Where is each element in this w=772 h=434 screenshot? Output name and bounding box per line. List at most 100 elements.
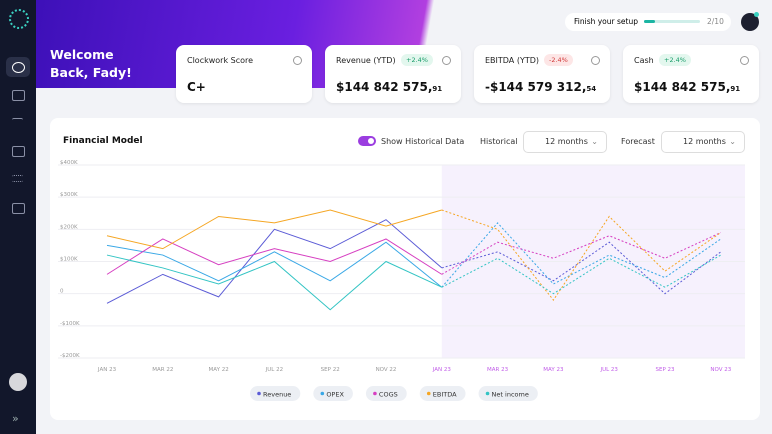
avatar[interactable]: [9, 373, 27, 391]
x-tick-label: SEP 23: [655, 367, 675, 373]
sidebar: »: [0, 0, 36, 434]
historical-value: 12 months: [545, 137, 588, 146]
toggle-label: Show Historical Data: [381, 137, 465, 146]
x-tick-label: MAR 23: [487, 367, 509, 373]
legend-dot: [373, 391, 377, 396]
forecast-line: [441, 232, 722, 275]
y-tick-label: -$100K: [60, 321, 80, 327]
legend-pill: [365, 386, 407, 401]
historical-label: Historical: [480, 137, 518, 146]
card-cents: 91: [432, 85, 443, 93]
card-title: EBITDA (YTD): [485, 56, 539, 65]
x-tick-label: MAY 22: [209, 367, 229, 373]
chart-title: Financial Model: [63, 136, 143, 146]
legend-label: Net income: [492, 391, 529, 399]
legend-label: COGS: [379, 391, 398, 399]
card-badge: -2.4%: [544, 54, 573, 66]
series-line: [106, 241, 443, 288]
nav-dashboard[interactable]: [12, 62, 25, 73]
info-icon: [591, 56, 600, 65]
collapse[interactable]: »: [12, 412, 19, 425]
legend-pill: [478, 386, 538, 401]
legend-label: OPEX: [326, 391, 344, 399]
x-tick-label: NOV 22: [376, 367, 397, 373]
historical-select[interactable]: 12 months ⌄: [523, 131, 607, 153]
card-value: $144 842 575,91: [336, 80, 443, 94]
legend-item[interactable]: Net income: [478, 386, 538, 401]
x-tick-label: JUL 23: [599, 367, 618, 373]
nav-files[interactable]: [12, 146, 25, 157]
toggle-knob: [368, 138, 374, 144]
welcome: Welcome Back, Fady!: [50, 47, 132, 80]
notifications[interactable]: [741, 12, 759, 31]
x-tick-label: JAN 23: [97, 367, 117, 373]
progress-fill: [644, 20, 656, 23]
kpi-card: EBITDA (YTD) -2.4% -$144 579 312,54: [474, 45, 610, 103]
y-tick-label: -$200K: [60, 353, 80, 359]
info-icon: [740, 56, 749, 65]
x-tick-label: SEP 22: [321, 367, 340, 373]
y-tick-label: $400K: [60, 160, 78, 166]
series-line: [106, 254, 443, 311]
forecast-select[interactable]: 12 months ⌄: [661, 131, 745, 153]
y-tick-label: 0: [60, 289, 64, 295]
forecast-line: [441, 254, 722, 295]
y-tick-label: $200K: [60, 224, 78, 230]
info-icon: [293, 56, 302, 65]
legend-dot: [320, 391, 325, 396]
nav-list[interactable]: [12, 175, 23, 182]
chevron: ⌄: [591, 137, 598, 146]
card-cents: 54: [586, 85, 597, 93]
progress-track: [644, 20, 700, 23]
x-tick-label: MAY 23: [543, 367, 564, 373]
y-tick-label: $100K: [60, 257, 78, 263]
card-badge: +2.4%: [401, 54, 433, 66]
legend-item[interactable]: OPEX: [313, 386, 353, 401]
info-icon: [442, 56, 451, 65]
legend-dot: [257, 391, 261, 396]
legend-label: EBITDA: [433, 391, 457, 399]
x-tick-label: JAN 23: [432, 367, 452, 373]
toggle[interactable]: [358, 136, 376, 146]
setup-label: Finish your setup: [574, 17, 638, 26]
x-tick-label: JUL 22: [265, 367, 283, 373]
kpi-card: Cash +2.4% $144 842 575,91: [623, 45, 759, 103]
y-tick-label: $300K: [60, 192, 78, 198]
forecast-line: [441, 209, 722, 301]
legend-item[interactable]: COGS: [365, 386, 407, 401]
legend-pill: [419, 386, 466, 401]
x-tick-label: MAR 22: [152, 367, 173, 373]
card-value: -$144 579 312,54: [485, 80, 597, 94]
nav-activity[interactable]: [12, 118, 23, 128]
series-line: [106, 238, 443, 275]
forecast-line: [441, 241, 722, 295]
card-cents: 91: [730, 85, 741, 93]
kpi-card: Clockwork Score C+: [176, 45, 312, 103]
nav-docs[interactable]: [12, 90, 25, 101]
legend-item[interactable]: Revenue: [250, 386, 301, 401]
logo: [9, 9, 29, 29]
legend-item[interactable]: EBITDA: [419, 386, 466, 401]
card-value: C+: [187, 80, 206, 94]
setup-pill[interactable]: Finish your setup 2/10: [565, 13, 731, 31]
legend-pill: [250, 386, 301, 401]
nav-edit[interactable]: [12, 203, 25, 214]
card-value: $144 842 575,91: [634, 80, 741, 94]
setup-progress: 2/10: [707, 17, 724, 26]
x-tick-label: NOV 23: [710, 367, 731, 373]
series-line: [106, 219, 443, 304]
forecast-label: Forecast: [621, 137, 655, 146]
series-line: [106, 209, 442, 250]
legend-dot: [485, 391, 490, 396]
legend-label: Revenue: [263, 391, 291, 399]
forecast-value: 12 months: [683, 137, 726, 146]
card-title: Clockwork Score: [187, 56, 254, 65]
card-title: Revenue (YTD): [336, 56, 396, 65]
card-title: Cash: [634, 56, 654, 65]
card-badge: +2.4%: [659, 54, 691, 66]
legend-pill: [313, 386, 353, 401]
legend-dot: [426, 391, 431, 396]
chevron: ⌄: [729, 137, 736, 146]
